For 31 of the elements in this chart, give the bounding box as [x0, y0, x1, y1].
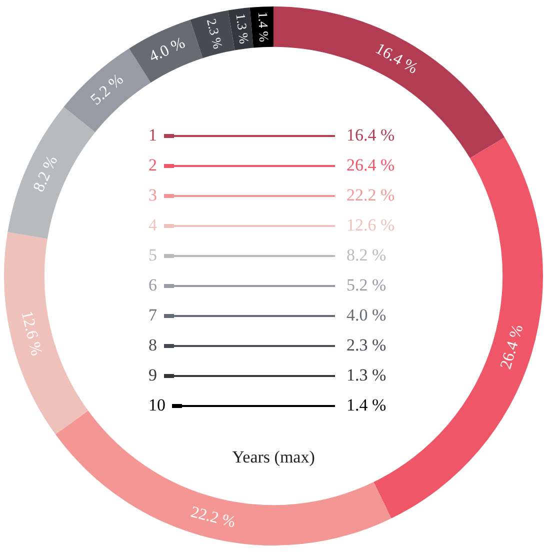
- legend-label: 1: [148, 125, 157, 144]
- data-label: 16.4 %: [372, 40, 420, 78]
- text: 2.3 %: [346, 335, 386, 354]
- legend-label: 5: [148, 245, 157, 264]
- legend-label: 10: [148, 395, 166, 414]
- text: 5.2 %: [346, 275, 386, 294]
- legend-label: 9: [148, 365, 157, 384]
- legend-label: 2: [148, 155, 157, 174]
- text: 1.4 %: [346, 395, 386, 414]
- data-label: 1.3 %: [233, 12, 252, 45]
- text: 26.4 %: [346, 155, 395, 174]
- data-label: 5.2 %: [88, 71, 127, 109]
- legend-title: Years (max): [232, 447, 315, 466]
- text: 16.4 %: [346, 125, 395, 144]
- data-label: 2.3 %: [204, 17, 226, 50]
- data-label: 4.0 %: [146, 34, 188, 66]
- text: 22.2 %: [346, 185, 395, 204]
- data-label: 12.6 %: [18, 309, 45, 358]
- text: 4.0 %: [346, 305, 386, 324]
- data-label: 1.4 %: [255, 11, 272, 43]
- data-label: 26.4 %: [498, 322, 527, 372]
- legend-label: 3: [148, 185, 157, 204]
- text: 12.6 %: [346, 215, 395, 234]
- text: 1.3 %: [346, 365, 386, 384]
- legend-label: 7: [148, 305, 158, 324]
- legend-label: 4: [148, 215, 158, 234]
- data-label: 8.2 %: [30, 154, 62, 194]
- legend-label: 8: [148, 335, 157, 354]
- text: 8.2 %: [346, 245, 386, 264]
- data-label: 22.2 %: [189, 504, 238, 532]
- legend-label: 6: [148, 275, 157, 294]
